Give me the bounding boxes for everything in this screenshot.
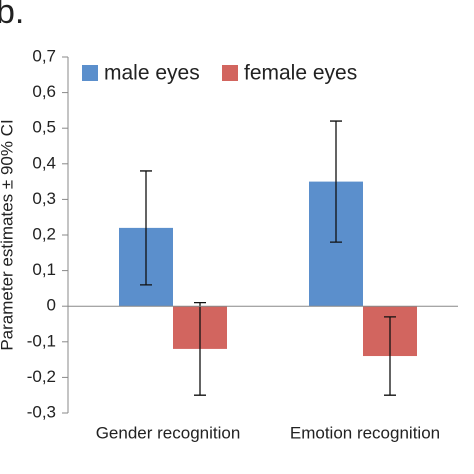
y-tick-label: 0,3	[32, 189, 56, 208]
error-bar	[330, 120, 342, 243]
error-bar	[194, 301, 206, 396]
legend-swatch	[82, 65, 98, 81]
legend-swatch	[222, 65, 238, 81]
legend-label: female eyes	[244, 62, 357, 85]
panel-label: b.	[0, 0, 24, 31]
y-tick-label: -0,2	[27, 367, 56, 386]
y-tick-label: 0,4	[32, 153, 56, 172]
y-tick-label: -0,3	[27, 402, 56, 421]
y-axis-label: Parameter estimates ± 90% CI	[0, 119, 16, 350]
y-tick-label: 0,6	[32, 82, 56, 101]
legend-label: male eyes	[104, 62, 200, 85]
y-tick-label: 0,5	[32, 118, 56, 137]
x-tick-label: Emotion recognition	[290, 423, 440, 442]
error-bar	[140, 170, 152, 286]
error-bar	[384, 316, 396, 396]
y-tick-label: 0,1	[32, 260, 56, 279]
y-tick-label: 0,7	[32, 46, 56, 65]
y-tick-label: -0,1	[27, 331, 56, 350]
x-tick-label: Gender recognition	[96, 423, 241, 442]
y-tick-label: 0,2	[32, 224, 56, 243]
y-tick-label: 0	[47, 296, 56, 315]
